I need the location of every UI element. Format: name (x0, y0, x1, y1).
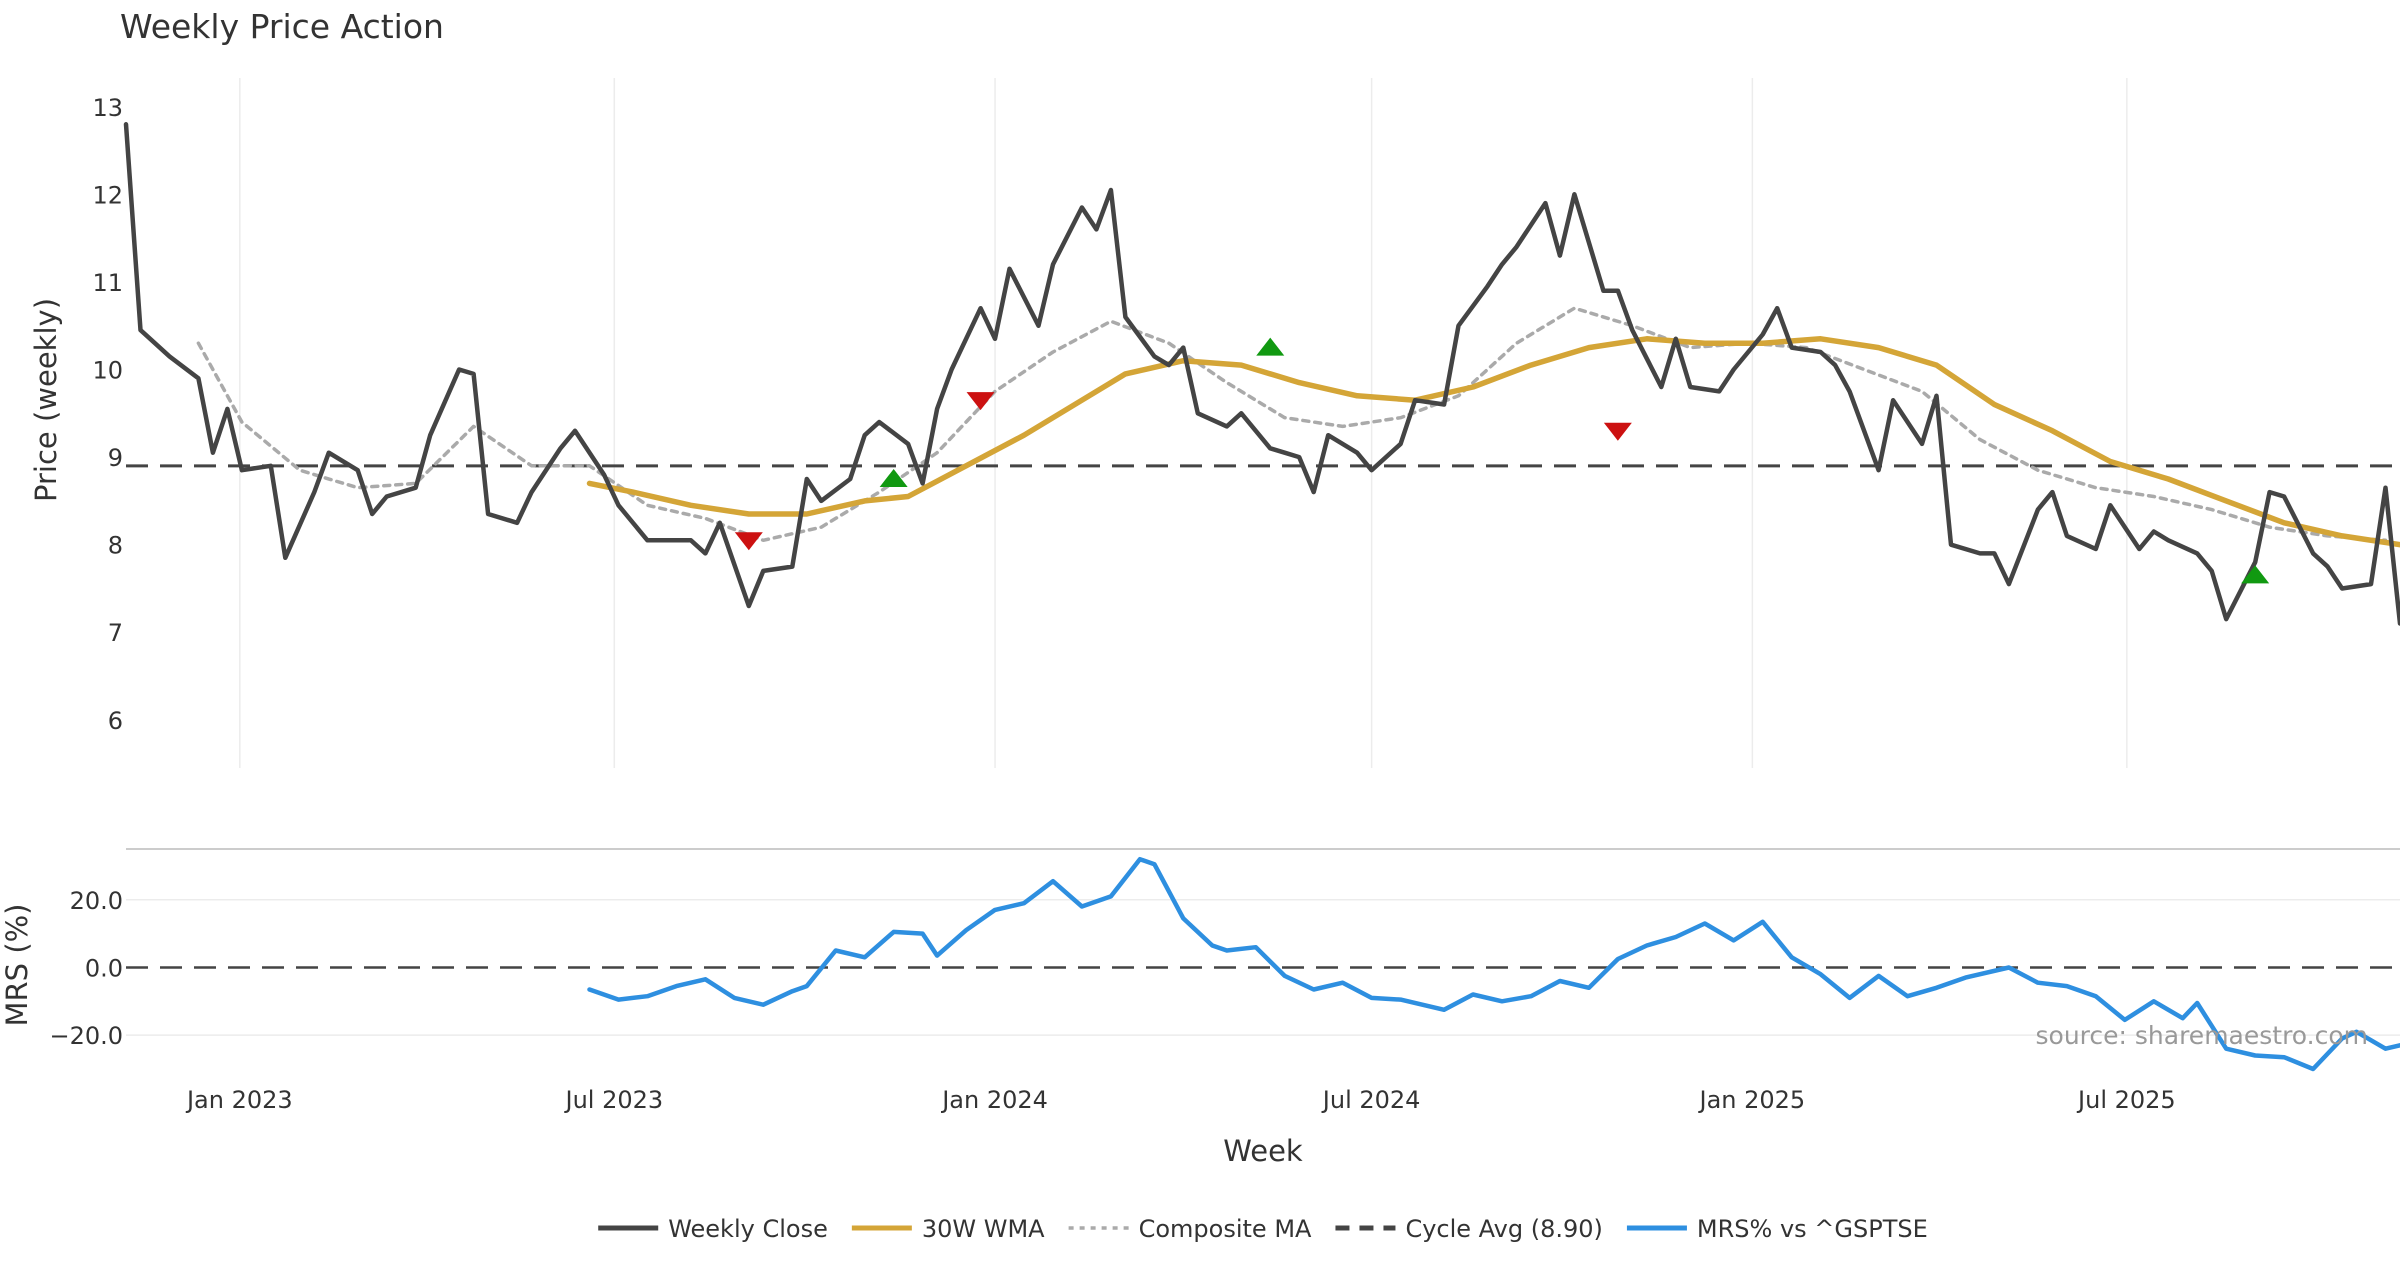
x-tick-label: Jan 2023 (185, 1086, 293, 1114)
source-note: source: sharemaestro.com (2036, 1021, 2369, 1050)
signal-up-marker (880, 469, 908, 487)
mrs-y-ticks: 20.0 0.0 −20.0 (49, 887, 123, 1050)
legend-item-label: Weekly Close (668, 1215, 828, 1243)
price-y-tick-label: 13 (92, 94, 123, 122)
x-axis-label: Week (1223, 1134, 1303, 1168)
signal-down-marker (1604, 423, 1632, 441)
price-y-tick-label: 12 (92, 181, 123, 209)
chart-title: Weekly Price Action (120, 7, 444, 46)
legend-item-label: 30W WMA (922, 1215, 1045, 1243)
x-tick-label: Jul 2024 (1321, 1086, 1421, 1114)
signal-down-marker (735, 532, 763, 550)
legend-item-label: MRS% vs ^GSPTSE (1697, 1215, 1928, 1243)
price-y-tick-label: 8 (108, 532, 123, 560)
price-y-tick-label: 10 (92, 357, 123, 385)
price-y-ticks: 6 7 8 9 10 11 12 13 (92, 94, 123, 735)
x-tick-label: Jan 2025 (1698, 1086, 1806, 1114)
signal-down-marker (967, 392, 995, 410)
mrs-y-tick-label: 0.0 (85, 954, 123, 982)
mrs-y-axis-label: MRS (%) (0, 904, 34, 1027)
x-tick-label: Jul 2025 (2076, 1086, 2176, 1114)
mrs-y-tick-label: −20.0 (49, 1022, 123, 1050)
price-y-tick-label: 11 (92, 269, 123, 297)
price-y-tick-label: 9 (108, 444, 123, 472)
signal-up-marker (2241, 565, 2269, 583)
mrs-y-tick-label: 20.0 (70, 887, 123, 915)
legend-item-label: Composite MA (1139, 1215, 1312, 1243)
signal-up-marker (1256, 338, 1284, 356)
x-ticks: Jan 2023 Jul 2023 Jan 2024 Jul 2024 Jan 2025… (185, 1086, 2176, 1114)
price-series-group (126, 124, 2400, 623)
x-tick-label: Jan 2024 (940, 1086, 1048, 1114)
price-y-axis-label: Price (weekly) (29, 298, 63, 502)
legend: Weekly Close 30W WMA Composite MA Cycle Avg… (598, 1215, 1928, 1243)
price-y-tick-label: 7 (108, 619, 123, 647)
legend-item-label: Cycle Avg (8.90) (1405, 1215, 1602, 1243)
price-x-gridlines (240, 78, 2127, 768)
x-tick-label: Jul 2023 (563, 1086, 663, 1114)
price-y-tick-label: 6 (108, 707, 123, 735)
